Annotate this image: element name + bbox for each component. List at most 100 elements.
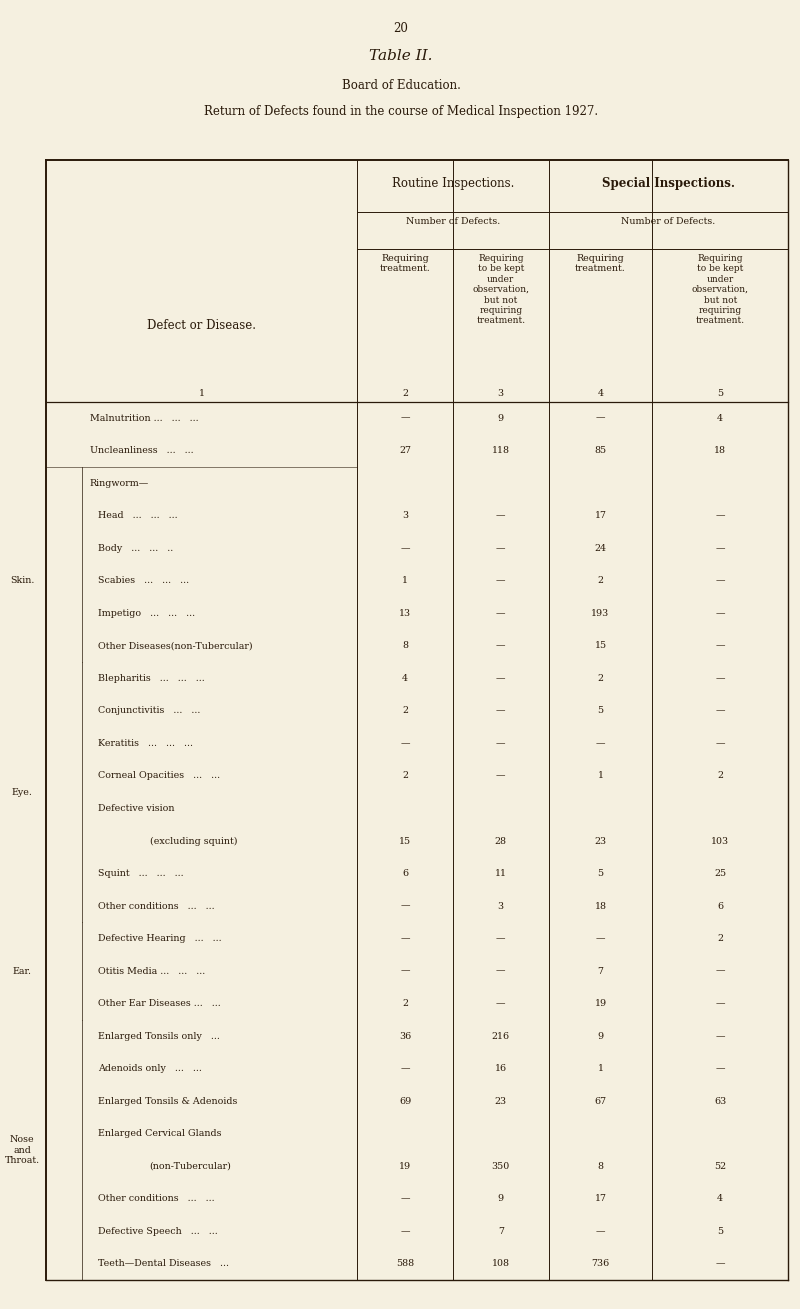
- Text: —: —: [715, 966, 725, 975]
- Text: Number of Defects.: Number of Defects.: [622, 217, 715, 226]
- Text: —: —: [496, 512, 506, 520]
- Text: 6: 6: [717, 902, 723, 911]
- Text: 69: 69: [399, 1097, 411, 1106]
- Text: —: —: [400, 740, 410, 747]
- Text: 7: 7: [598, 966, 603, 975]
- Text: —: —: [496, 966, 506, 975]
- Text: —: —: [715, 740, 725, 747]
- Text: —: —: [400, 1064, 410, 1073]
- Text: —: —: [496, 641, 506, 651]
- Text: —: —: [400, 1227, 410, 1236]
- Text: 67: 67: [594, 1097, 606, 1106]
- Text: 85: 85: [594, 446, 606, 456]
- Text: 4: 4: [718, 414, 723, 423]
- Text: —: —: [400, 966, 410, 975]
- Text: 18: 18: [594, 902, 606, 911]
- Text: —: —: [400, 414, 410, 423]
- Text: Table II.: Table II.: [370, 50, 433, 63]
- Text: 5: 5: [717, 1227, 723, 1236]
- Text: 27: 27: [399, 446, 411, 456]
- Text: 9: 9: [498, 1194, 504, 1203]
- Text: Squint   ...   ...   ...: Squint ... ... ...: [98, 869, 183, 878]
- Text: —: —: [596, 740, 606, 747]
- Text: —: —: [715, 1064, 725, 1073]
- Text: 588: 588: [396, 1259, 414, 1268]
- Text: Corneal Opacities   ...   ...: Corneal Opacities ... ...: [98, 771, 220, 780]
- Text: Conjunctivitis   ...   ...: Conjunctivitis ... ...: [98, 707, 200, 716]
- Text: Body   ...   ...   ..: Body ... ... ..: [98, 543, 173, 552]
- Text: 23: 23: [594, 836, 606, 846]
- Text: 3: 3: [498, 389, 504, 398]
- Text: —: —: [596, 935, 606, 942]
- Text: 15: 15: [594, 641, 606, 651]
- Text: 2: 2: [402, 707, 408, 716]
- Text: 63: 63: [714, 1097, 726, 1106]
- Text: —: —: [496, 740, 506, 747]
- Text: 11: 11: [494, 869, 506, 878]
- Text: Requiring
treatment.: Requiring treatment.: [575, 254, 626, 274]
- Text: —: —: [715, 674, 725, 683]
- Text: Enlarged Tonsils & Adenoids: Enlarged Tonsils & Adenoids: [98, 1097, 237, 1106]
- Text: 9: 9: [598, 1031, 603, 1041]
- Text: 1: 1: [402, 576, 408, 585]
- Text: 4: 4: [402, 674, 408, 683]
- Text: Board of Education.: Board of Education.: [342, 79, 461, 92]
- Text: Other conditions   ...   ...: Other conditions ... ...: [98, 1194, 214, 1203]
- Text: —: —: [496, 771, 506, 780]
- Text: Requiring
to be kept
under
observation,
but not
requiring
treatment.: Requiring to be kept under observation, …: [692, 254, 749, 326]
- Text: —: —: [715, 641, 725, 651]
- Text: 8: 8: [402, 641, 408, 651]
- Text: —: —: [400, 935, 410, 942]
- Text: —: —: [496, 609, 506, 618]
- Text: 19: 19: [399, 1162, 411, 1170]
- Text: Ringworm—: Ringworm—: [90, 479, 149, 488]
- Text: Nose
and
Throat.: Nose and Throat.: [5, 1135, 39, 1165]
- Text: 118: 118: [492, 446, 510, 456]
- Text: 19: 19: [594, 999, 606, 1008]
- Text: Adenoids only   ...   ...: Adenoids only ... ...: [98, 1064, 202, 1073]
- Text: —: —: [715, 609, 725, 618]
- Text: Uncleanliness   ...   ...: Uncleanliness ... ...: [90, 446, 194, 456]
- Text: —: —: [496, 543, 506, 552]
- Text: —: —: [715, 576, 725, 585]
- Text: 2: 2: [718, 771, 723, 780]
- Text: Requiring
to be kept
under
observation,
but not
requiring
treatment.: Requiring to be kept under observation, …: [472, 254, 530, 326]
- Text: 1: 1: [598, 771, 603, 780]
- Text: Eye.: Eye.: [11, 788, 33, 797]
- Text: —: —: [400, 1194, 410, 1203]
- Text: 2: 2: [402, 389, 408, 398]
- Text: —: —: [400, 543, 410, 552]
- Text: 17: 17: [594, 1194, 606, 1203]
- Text: 4: 4: [598, 389, 603, 398]
- Text: Defect or Disease.: Defect or Disease.: [147, 319, 256, 331]
- Text: Teeth—Dental Diseases   ...: Teeth—Dental Diseases ...: [98, 1259, 229, 1268]
- Text: 5: 5: [717, 389, 723, 398]
- Text: Ear.: Ear.: [13, 966, 31, 975]
- Text: —: —: [715, 543, 725, 552]
- Text: Other Diseases(non-Tubercular): Other Diseases(non-Tubercular): [98, 641, 253, 651]
- Text: 18: 18: [714, 446, 726, 456]
- Text: Enlarged Cervical Glands: Enlarged Cervical Glands: [98, 1130, 222, 1139]
- Text: Requiring
treatment.: Requiring treatment.: [380, 254, 430, 274]
- Text: Blepharitis   ...   ...   ...: Blepharitis ... ... ...: [98, 674, 205, 683]
- Text: Scabies   ...   ...   ...: Scabies ... ... ...: [98, 576, 189, 585]
- Text: 25: 25: [714, 869, 726, 878]
- Text: 13: 13: [399, 609, 411, 618]
- Text: (non-Tubercular): (non-Tubercular): [150, 1162, 231, 1170]
- Text: Otitis Media ...   ...   ...: Otitis Media ... ... ...: [98, 966, 205, 975]
- Text: —: —: [496, 999, 506, 1008]
- Text: 4: 4: [718, 1194, 723, 1203]
- Text: (excluding squint): (excluding squint): [150, 836, 237, 846]
- Text: Number of Defects.: Number of Defects.: [406, 217, 500, 226]
- Text: Skin.: Skin.: [10, 576, 34, 585]
- Text: 36: 36: [399, 1031, 411, 1041]
- Text: 103: 103: [711, 836, 730, 846]
- Text: 6: 6: [402, 869, 408, 878]
- Text: Routine Inspections.: Routine Inspections.: [392, 177, 514, 190]
- Text: 2: 2: [402, 999, 408, 1008]
- Text: —: —: [715, 1259, 725, 1268]
- Text: 28: 28: [494, 836, 506, 846]
- Text: —: —: [400, 902, 410, 911]
- Text: 193: 193: [591, 609, 610, 618]
- Text: 8: 8: [598, 1162, 603, 1170]
